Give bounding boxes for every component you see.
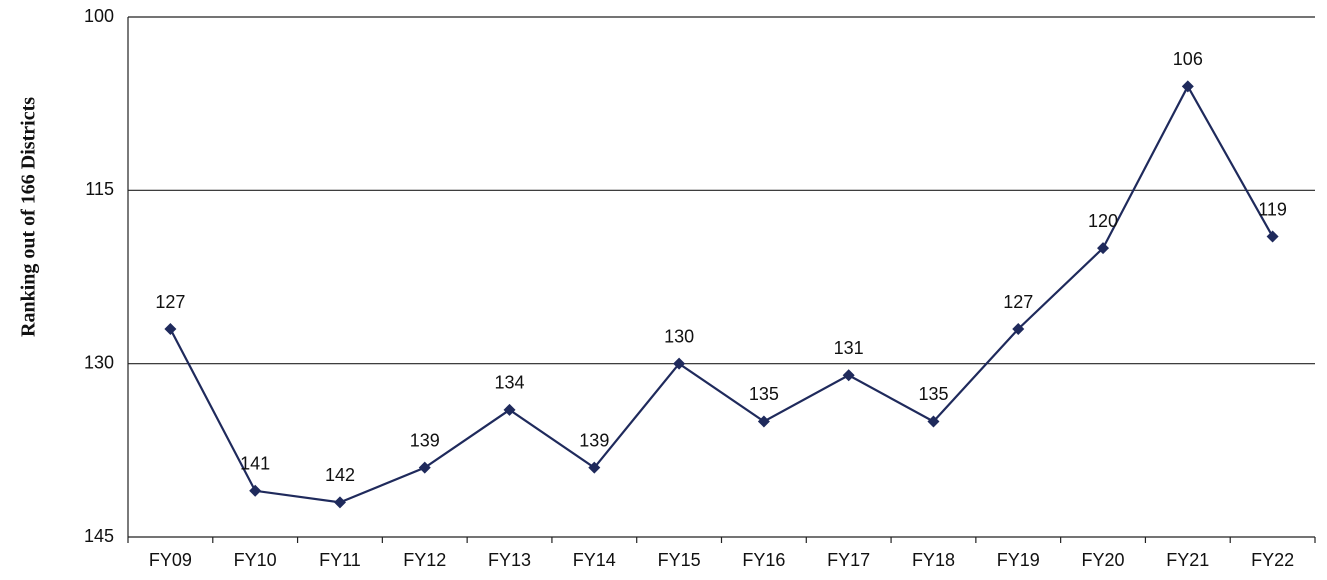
data-label: 134 [495, 373, 525, 393]
x-tick-label: FY16 [742, 550, 785, 570]
x-tick-label: FY20 [1082, 550, 1125, 570]
data-point [842, 369, 855, 382]
data-label: 139 [579, 430, 609, 450]
data-label: 135 [749, 384, 779, 404]
x-tick-label: FY17 [827, 550, 870, 570]
data-point [1266, 230, 1279, 243]
x-tick-label: FY19 [997, 550, 1040, 570]
data-label: 120 [1088, 211, 1118, 231]
x-tick-label: FY18 [912, 550, 955, 570]
data-point [503, 403, 516, 416]
data-label: 127 [1003, 292, 1033, 312]
x-tick-label: FY09 [149, 550, 192, 570]
data-label: 142 [325, 465, 355, 485]
y-tick-label: 145 [84, 526, 114, 546]
x-tick-label: FY12 [403, 550, 446, 570]
data-label: 130 [664, 326, 694, 346]
data-point [164, 323, 177, 335]
data-point [333, 496, 346, 509]
x-tick-label: FY14 [573, 550, 616, 570]
data-label: 131 [834, 338, 864, 358]
data-point [1097, 242, 1110, 255]
data-point [418, 461, 431, 474]
data-label: 119 [1258, 199, 1287, 219]
data-point [673, 357, 686, 370]
y-axis-label: Ranking out of 166 Districts [18, 97, 40, 337]
data-point [757, 415, 770, 428]
data-label: 139 [410, 430, 440, 450]
x-tick-label: FY13 [488, 550, 531, 570]
data-label: 135 [918, 384, 948, 404]
y-tick-label: 130 [84, 352, 114, 372]
data-label: 106 [1173, 49, 1203, 69]
x-tick-label: FY10 [234, 550, 277, 570]
data-label: 127 [155, 292, 185, 312]
x-tick-label: FY22 [1251, 550, 1294, 570]
x-tick-label: FY15 [658, 550, 701, 570]
data-point [588, 461, 601, 474]
data-point [927, 415, 940, 428]
y-tick-label: 115 [85, 179, 114, 199]
x-tick-label: FY21 [1166, 550, 1209, 570]
data-label: 141 [240, 454, 270, 474]
data-line [169, 84, 1274, 504]
data-point [1181, 80, 1194, 93]
x-tick-label: FY11 [319, 550, 361, 570]
data-point [249, 484, 262, 497]
data-point [1012, 323, 1025, 335]
y-tick-label: 100 [84, 6, 114, 26]
